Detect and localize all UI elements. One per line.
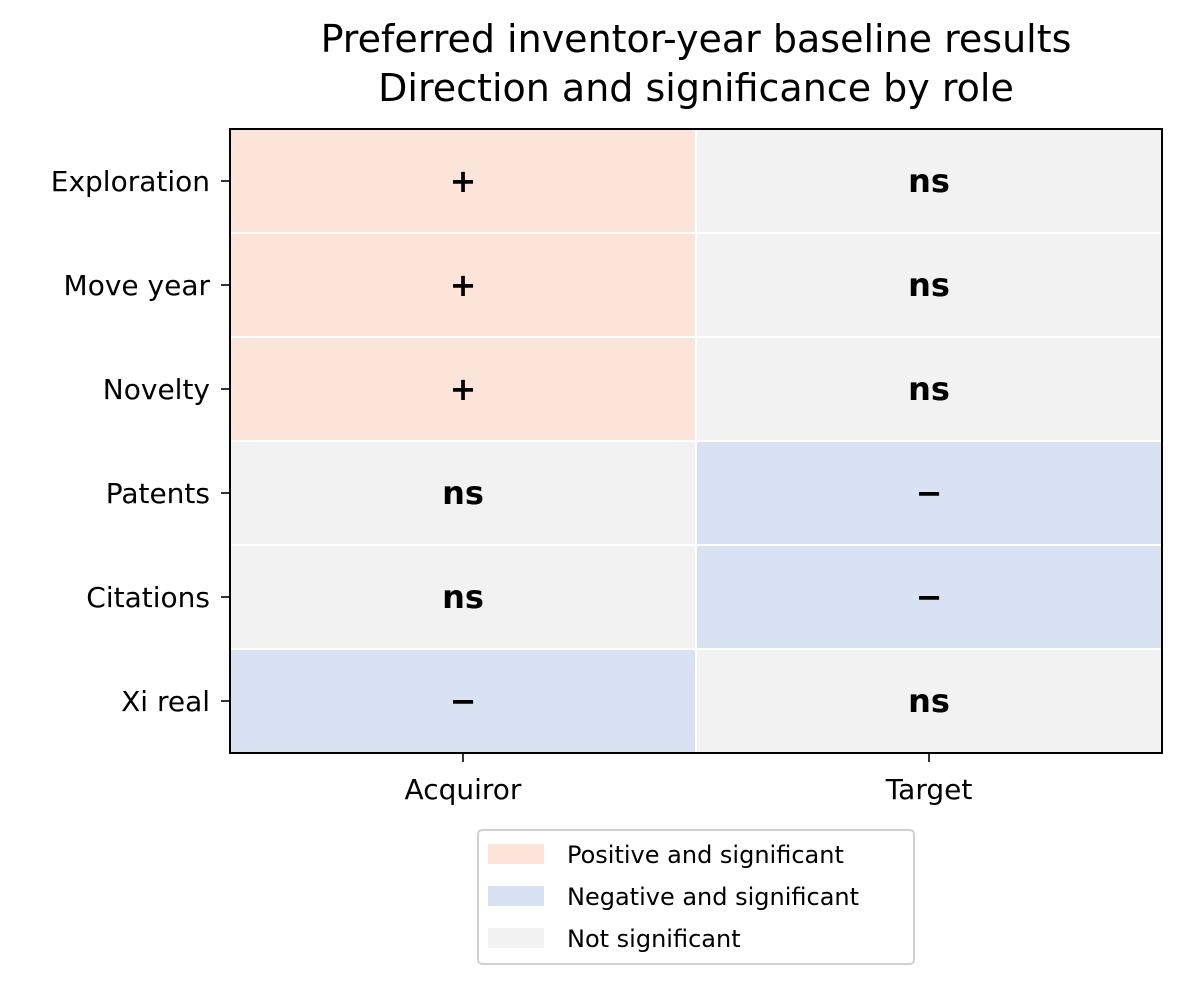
x-axis-ticks: Acquiror Target [405,753,973,806]
legend-swatch-not-significant [488,928,544,948]
cell-label-xi-real-target: ns [908,682,950,720]
chart-title-line-1: Preferred inventor-year baseline results [321,17,1072,61]
cell-label-novelty-target: ns [908,370,950,408]
cell-citations-acquiror [231,546,695,648]
cell-citations-target [697,546,1161,648]
cell-label-xi-real-acquiror: − [450,682,477,720]
cell-label-novelty-acquiror: + [450,370,477,408]
cell-novelty-acquiror [231,338,695,440]
y-tick-label-xi-real: Xi real [121,685,210,718]
chart-title-line-2: Direction and significance by role [378,66,1014,110]
legend-swatch-negative [488,886,544,906]
y-tick-label-patents: Patents [106,477,210,510]
cell-label-exploration-target: ns [908,162,950,200]
cell-patents-target [697,442,1161,544]
heatmap-cell-labels: + ns + ns + ns ns − ns − − ns [442,162,950,720]
cell-label-move-year-target: ns [908,266,950,304]
legend-label-positive: Positive and significant [567,841,844,869]
x-tick-label-acquiror: Acquiror [405,773,522,806]
y-tick-label-exploration: Exploration [51,165,210,198]
y-tick-label-novelty: Novelty [103,373,210,406]
chart-title: Preferred inventor-year baseline results… [321,17,1072,110]
legend-label-negative: Negative and significant [567,883,859,911]
cell-xi-real-acquiror [231,650,695,752]
legend-label-not-significant: Not significant [567,925,741,953]
legend-swatch-positive [488,844,544,864]
cell-label-citations-acquiror: ns [442,578,484,616]
y-axis-ticks: Exploration Move year Novelty Patents Citati… [51,165,230,718]
legend-frame [477,829,915,965]
cell-label-exploration-acquiror: + [450,162,477,200]
cell-label-patents-acquiror: ns [442,474,484,512]
cell-move-year-target [697,234,1161,336]
heatmap-cells [231,130,1161,752]
cell-exploration-acquiror [231,130,695,232]
cell-exploration-target [697,130,1161,232]
legend: Positive and significant Negative and sig… [477,829,915,965]
cell-xi-real-target [697,650,1161,752]
cell-label-move-year-acquiror: + [450,266,477,304]
cell-move-year-acquiror [231,234,695,336]
y-tick-label-move-year: Move year [64,269,211,302]
cell-patents-acquiror [231,442,695,544]
cell-label-citations-target: − [916,578,943,616]
cell-label-patents-target: − [916,474,943,512]
axes-frame [229,128,1163,754]
cell-novelty-target [697,338,1161,440]
x-tick-label-target: Target [885,773,973,806]
y-tick-label-citations: Citations [86,581,210,614]
